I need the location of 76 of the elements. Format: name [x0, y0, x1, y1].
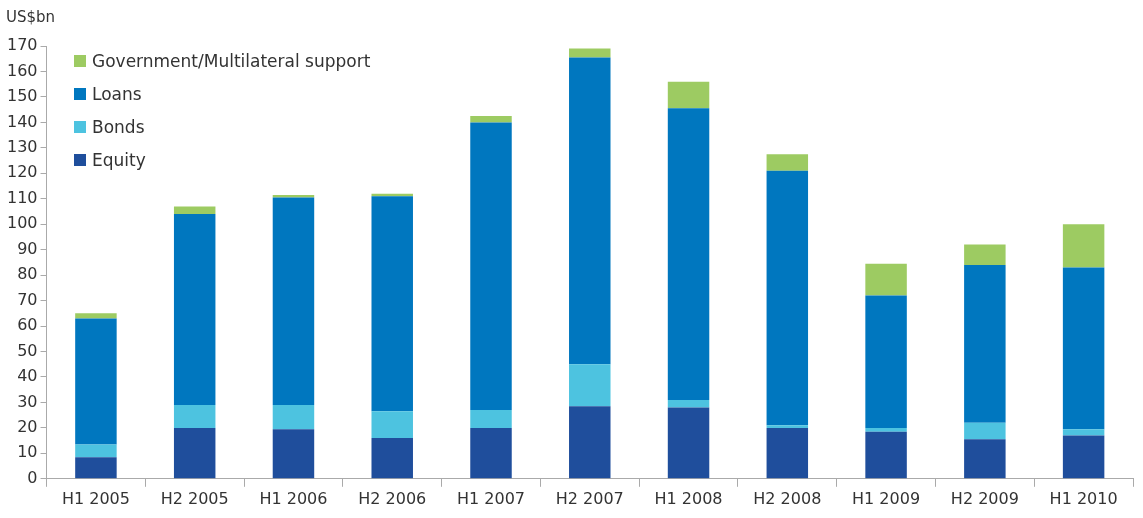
bar — [865, 295, 907, 428]
bar — [272, 429, 315, 479]
x-tick-label: H2 2008 — [753, 488, 822, 508]
y-tick-label: 90 — [17, 238, 38, 258]
y-tick-label: 110 — [6, 187, 38, 207]
x-tick-label: H1 2006 — [259, 488, 328, 508]
bar — [470, 122, 512, 411]
legend-label: Government/Multilateral support — [92, 50, 371, 71]
x-tick-label: H1 2007 — [456, 488, 526, 508]
y-tick-label: 50 — [17, 340, 38, 360]
y-tick-label: 170 — [6, 35, 38, 55]
bar — [470, 410, 512, 428]
bar — [371, 196, 413, 412]
y-tick-label: 10 — [17, 442, 38, 462]
bar — [371, 438, 413, 479]
bar — [470, 427, 512, 479]
bar — [569, 364, 611, 407]
bar — [173, 404, 216, 428]
x-tick-label: H1 2005 — [61, 488, 130, 508]
bar — [766, 427, 809, 479]
bar — [569, 57, 611, 365]
bar — [766, 170, 809, 426]
y-axis-title: US$bn — [6, 8, 56, 26]
bar — [272, 404, 315, 430]
bar — [1062, 267, 1105, 430]
bar — [667, 81, 710, 109]
x-tick-label: H2 2007 — [555, 488, 624, 508]
bar — [865, 427, 907, 432]
bar — [371, 411, 413, 439]
bar — [75, 457, 117, 479]
bar — [667, 108, 710, 400]
y-tick-label: 160 — [6, 60, 38, 80]
bar — [75, 444, 117, 458]
bar — [569, 48, 611, 58]
bar — [667, 407, 710, 479]
x-tick-label: H2 2006 — [358, 488, 427, 508]
y-tick-label: 80 — [17, 264, 38, 284]
bar — [173, 206, 216, 215]
y-tick-label: 20 — [17, 417, 38, 437]
y-tick-label: 100 — [6, 213, 38, 233]
y-tick-label: 150 — [6, 86, 38, 106]
bar — [1062, 224, 1105, 268]
legend-label: Equity — [92, 149, 146, 170]
legend-label: Bonds — [92, 116, 145, 137]
bar — [865, 431, 907, 479]
bar — [964, 422, 1006, 440]
x-tick-label: H1 2010 — [1049, 488, 1118, 508]
y-tick-label: 60 — [17, 315, 38, 335]
y-tick-label: 130 — [6, 136, 38, 156]
bar — [964, 244, 1006, 265]
y-tick-label: 120 — [6, 162, 38, 182]
bar — [75, 318, 117, 445]
y-tick-label: 30 — [17, 391, 38, 411]
bar — [964, 439, 1006, 479]
bar — [766, 154, 809, 171]
x-tick-label: H2 2005 — [160, 488, 229, 508]
bar — [173, 214, 216, 405]
bar — [1062, 429, 1105, 436]
bar — [272, 197, 315, 405]
bar — [865, 263, 907, 296]
x-tick-label: H1 2008 — [654, 488, 723, 508]
y-tick-label: 40 — [17, 366, 38, 386]
bar — [75, 313, 117, 319]
bar — [173, 427, 216, 479]
bar — [1062, 435, 1105, 479]
y-tick-label: 0 — [27, 467, 38, 487]
bar — [470, 116, 512, 123]
bar — [569, 406, 611, 479]
x-tick-label: H2 2009 — [950, 488, 1019, 508]
bar — [766, 425, 809, 428]
bar — [667, 399, 710, 408]
bar — [964, 264, 1006, 423]
x-tick-label: H1 2009 — [852, 488, 921, 508]
legend-label: Loans — [92, 83, 142, 104]
y-tick-label: 140 — [6, 111, 38, 131]
y-tick-label: 70 — [17, 289, 38, 309]
